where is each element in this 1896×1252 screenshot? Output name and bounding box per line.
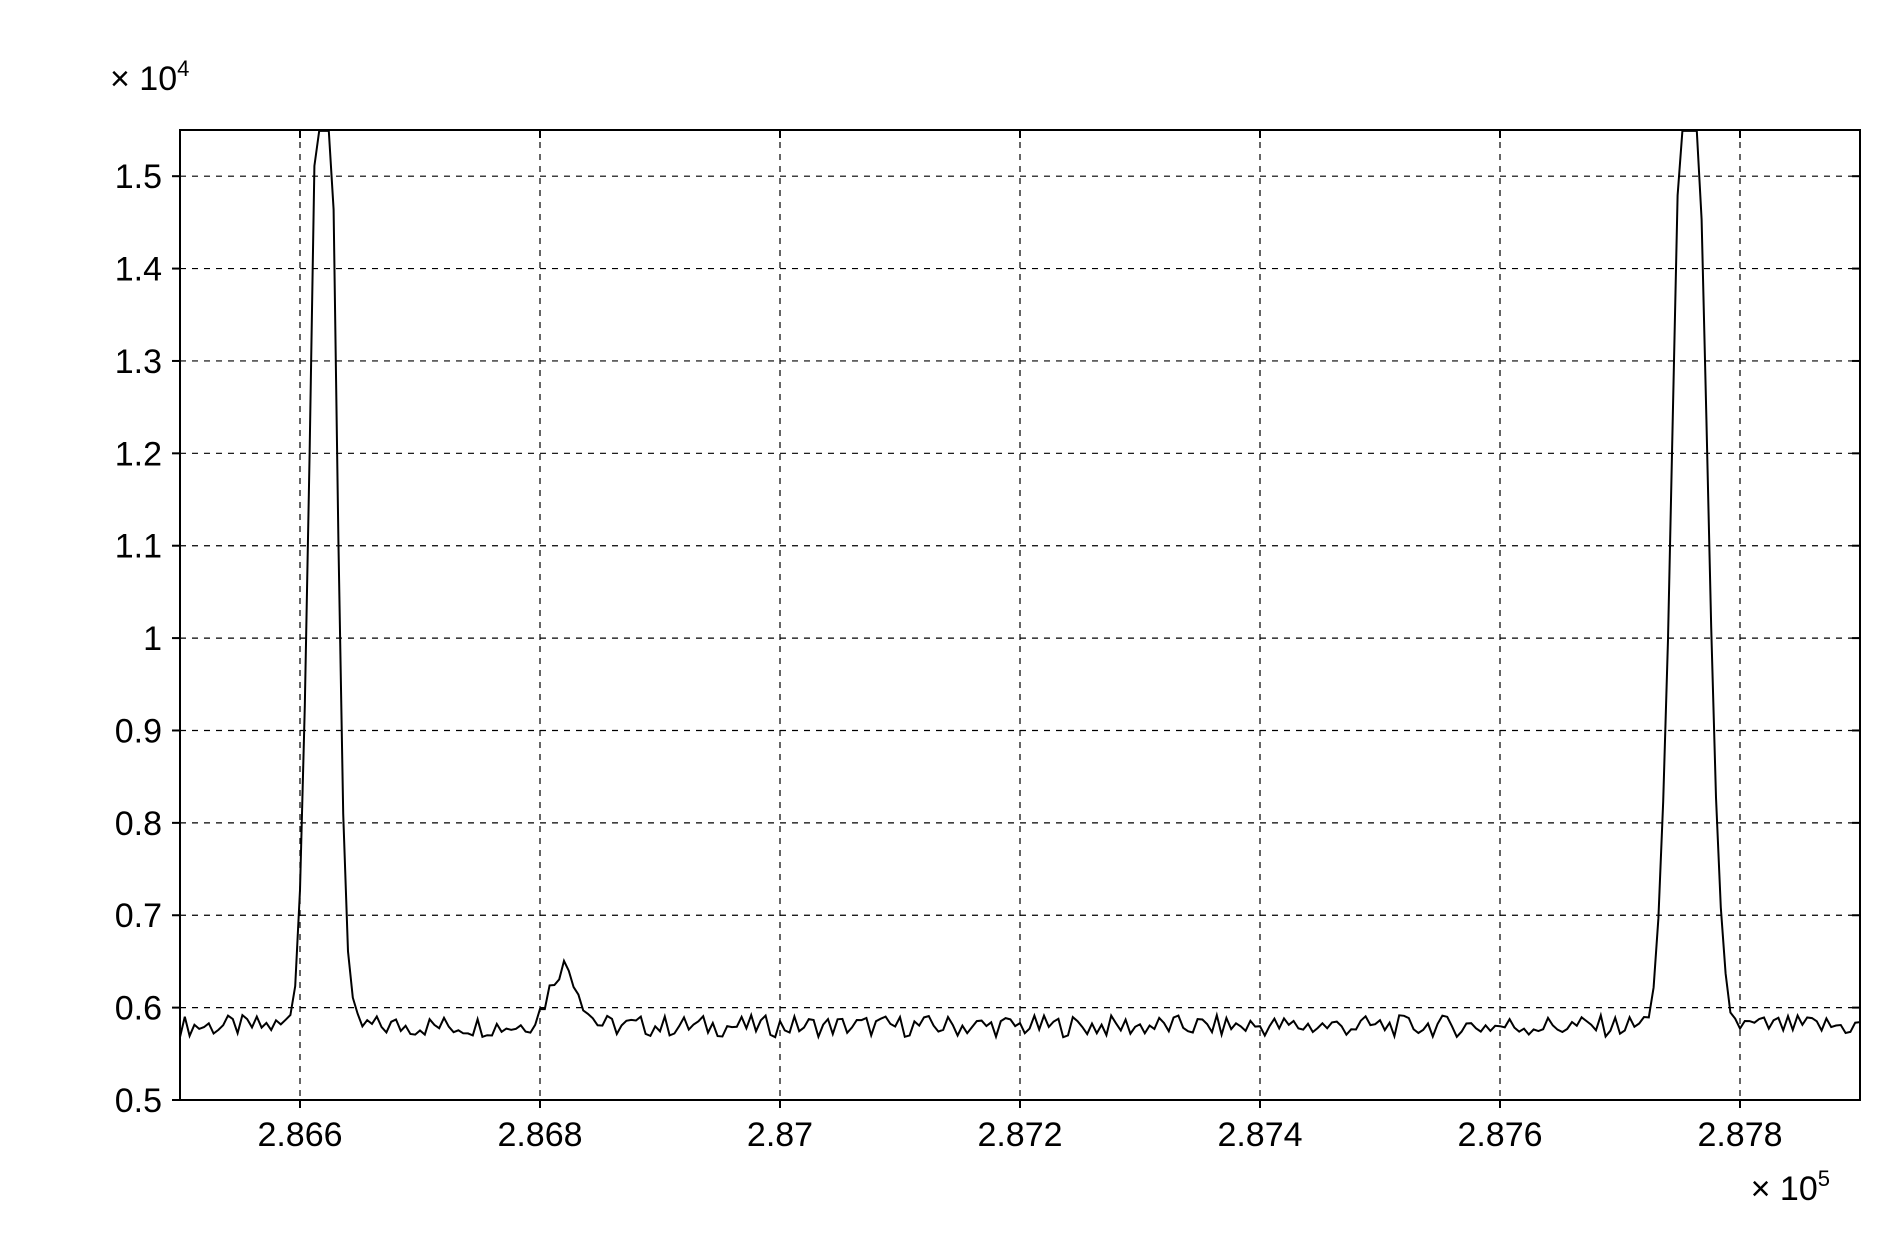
y-tick-label: 1.5 bbox=[115, 158, 162, 196]
chart-svg: 2.866 2.868 2.87 2.872 2.874 2.876 2.878 0.5 0.6… bbox=[0, 0, 1896, 1252]
y-tick-label: 0.9 bbox=[115, 712, 162, 750]
y-tick-label: 1.1 bbox=[115, 528, 162, 566]
x-tick-label: 2.876 bbox=[1457, 1116, 1542, 1154]
y-tick-label: 1.3 bbox=[115, 343, 162, 381]
y-tick-label: 1.2 bbox=[115, 435, 162, 473]
spectrum-chart: 2.866 2.868 2.87 2.872 2.874 2.876 2.878 0.5 0.6… bbox=[0, 0, 1896, 1252]
x-tick-label: 2.868 bbox=[497, 1116, 582, 1154]
y-tick-label: 0.5 bbox=[115, 1082, 162, 1120]
x-tick-label: 2.872 bbox=[977, 1116, 1062, 1154]
x-tick-label: 2.866 bbox=[257, 1116, 342, 1154]
y-tick-label: 0.8 bbox=[115, 805, 162, 843]
x-tick-label: 2.87 bbox=[747, 1116, 813, 1154]
x-tick-label: 2.878 bbox=[1697, 1116, 1782, 1154]
y-tick-label: 0.7 bbox=[115, 897, 162, 935]
x-tick-label: 2.874 bbox=[1217, 1116, 1302, 1154]
y-tick-label: 1 bbox=[143, 620, 162, 658]
y-tick-label: 0.6 bbox=[115, 990, 162, 1028]
y-tick-label: 1.4 bbox=[115, 251, 162, 289]
